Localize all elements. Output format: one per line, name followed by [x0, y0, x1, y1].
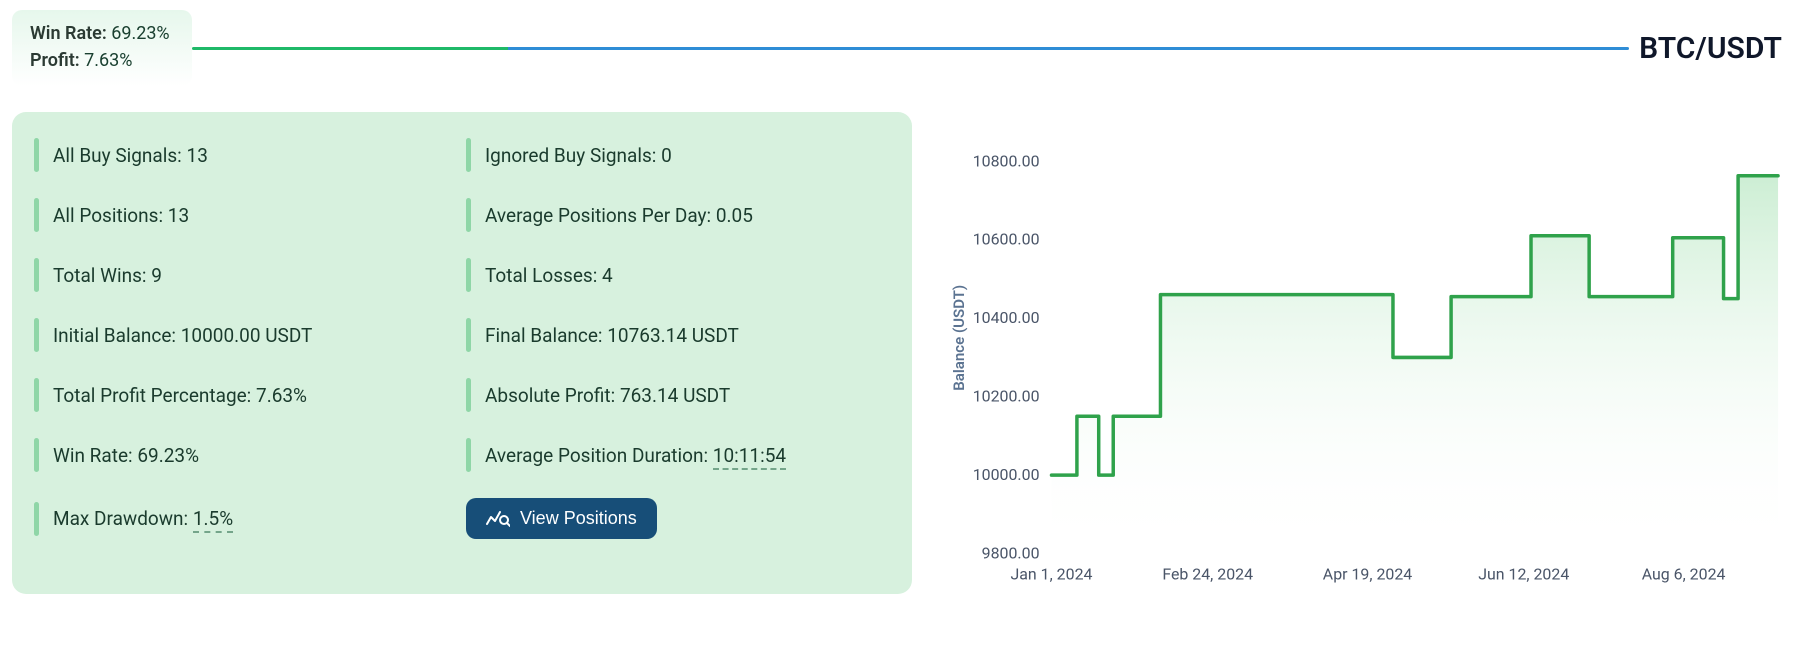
svg-text:Jun 12, 2024: Jun 12, 2024 — [1478, 565, 1569, 584]
balance-chart: Balance (USDT) 9800.00 10000.00 10200.00 104… — [942, 112, 1788, 594]
stat-avg-positions-per-day: Average Positions Per Day: 0.05 — [466, 198, 888, 232]
accent-bar-icon — [466, 138, 471, 172]
accent-bar-icon — [34, 318, 39, 352]
view-positions-cell: View Positions — [466, 498, 888, 539]
svg-text:10000.00: 10000.00 — [973, 465, 1040, 484]
trading-pair: BTC/USDT — [1639, 31, 1788, 66]
stat-avg-pos-duration: Average Position Duration: 10:11:54 — [466, 438, 888, 472]
svg-text:Aug 6, 2024: Aug 6, 2024 — [1642, 565, 1726, 584]
summary-pill: Win Rate: 69.23% Profit: 7.63% — [12, 10, 192, 86]
stats-card: All Buy Signals: 13 Ignored Buy Signals:… — [12, 112, 912, 594]
summary-profit: Profit: 7.63% — [30, 47, 170, 74]
stat-total-losses: Total Losses: 4 — [466, 258, 888, 292]
accent-bar-icon — [466, 258, 471, 292]
stat-ignored-buy-signals: Ignored Buy Signals: 0 — [466, 138, 888, 172]
summary-profit-value: 7.63% — [84, 50, 132, 71]
svg-text:Balance (USDT): Balance (USDT) — [950, 285, 968, 391]
stat-all-positions: All Positions: 13 — [34, 198, 456, 232]
view-positions-button[interactable]: View Positions — [466, 498, 657, 539]
summary-win-rate: Win Rate: 69.23% — [30, 20, 170, 47]
accent-bar-icon — [34, 438, 39, 472]
header: Win Rate: 69.23% Profit: 7.63% BTC/USDT — [12, 10, 1788, 86]
stat-total-profit-pct: Total Profit Percentage: 7.63% — [34, 378, 456, 412]
stat-initial-balance: Initial Balance: 10000.00 USDT — [34, 318, 456, 352]
stat-all-buy-signals: All Buy Signals: 13 — [34, 138, 456, 172]
accent-bar-icon — [466, 438, 471, 472]
svg-text:10200.00: 10200.00 — [973, 387, 1040, 406]
accent-bar-icon — [34, 258, 39, 292]
svg-text:Feb 24, 2024: Feb 24, 2024 — [1162, 565, 1253, 584]
accent-bar-icon — [34, 198, 39, 232]
stat-total-wins: Total Wins: 9 — [34, 258, 456, 292]
stat-win-rate: Win Rate: 69.23% — [34, 438, 456, 472]
accent-bar-icon — [466, 378, 471, 412]
svg-text:10600.00: 10600.00 — [973, 230, 1040, 249]
stat-absolute-profit: Absolute Profit: 763.14 USDT — [466, 378, 888, 412]
svg-text:10400.00: 10400.00 — [973, 308, 1040, 327]
view-positions-label: View Positions — [520, 508, 637, 529]
svg-text:Jan 1, 2024: Jan 1, 2024 — [1010, 565, 1092, 584]
accent-bar-icon — [466, 198, 471, 232]
summary-win-rate-value: 69.23% — [111, 23, 169, 44]
svg-text:Apr 19, 2024: Apr 19, 2024 — [1323, 565, 1412, 584]
stat-final-balance: Final Balance: 10763.14 USDT — [466, 318, 888, 352]
svg-text:10800.00: 10800.00 — [973, 151, 1040, 170]
header-divider — [192, 47, 1630, 50]
summary-profit-label: Profit: — [30, 50, 80, 71]
accent-bar-icon — [34, 138, 39, 172]
accent-bar-icon — [34, 378, 39, 412]
stat-max-drawdown: Max Drawdown: 1.5% — [34, 498, 456, 539]
accent-bar-icon — [466, 318, 471, 352]
chart-search-icon — [486, 509, 510, 529]
summary-win-rate-label: Win Rate: — [30, 23, 107, 44]
accent-bar-icon — [34, 502, 39, 536]
svg-text:9800.00: 9800.00 — [982, 544, 1040, 563]
